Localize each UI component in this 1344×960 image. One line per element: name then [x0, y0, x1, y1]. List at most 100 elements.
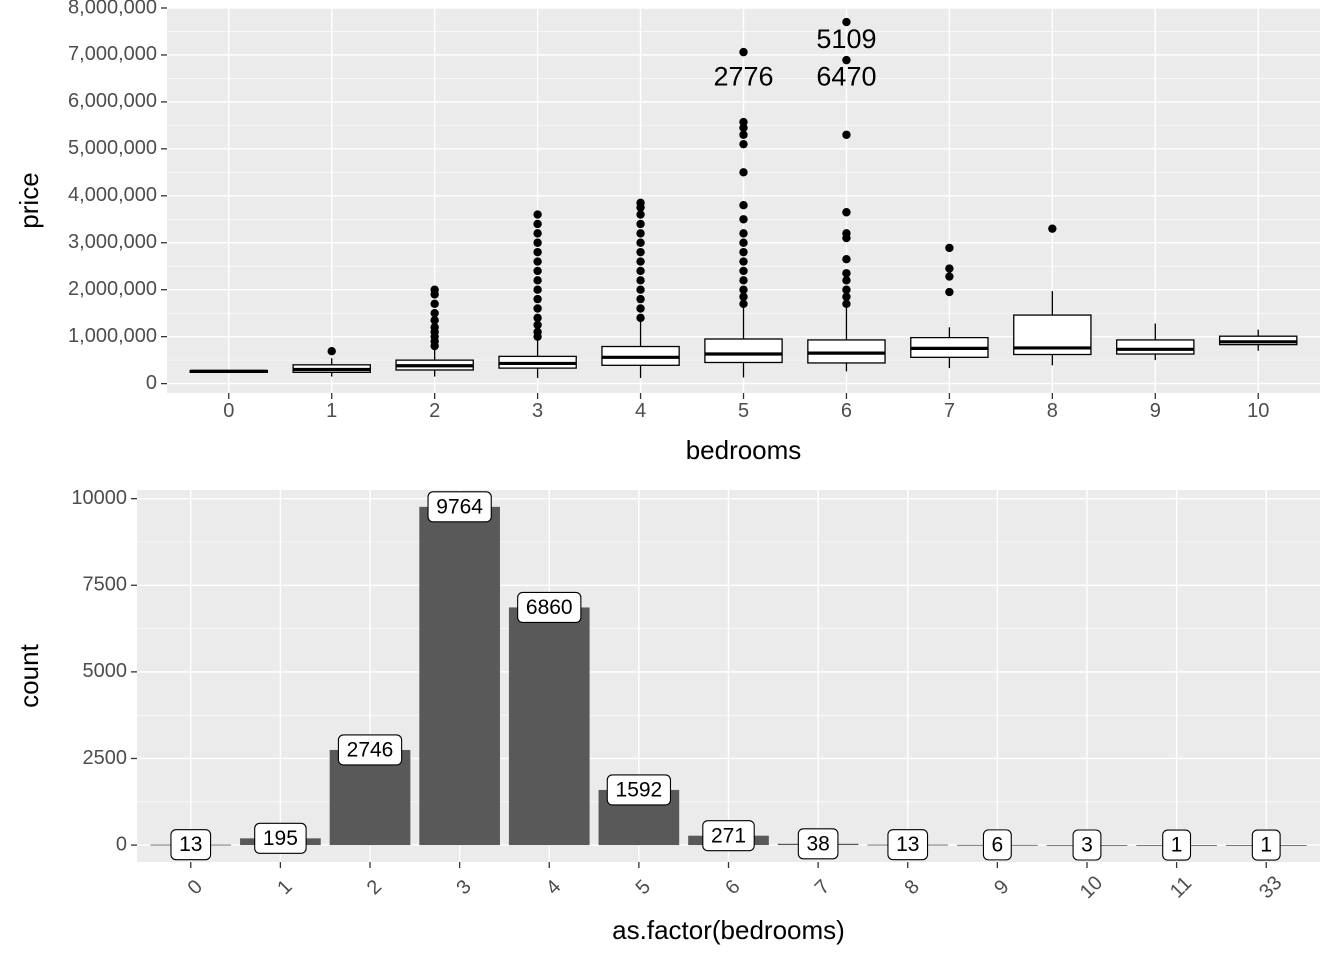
boxplot-outlier-point [945, 272, 954, 281]
boxplot-outlier-point [739, 238, 748, 247]
boxplot-outlier-point [842, 276, 851, 285]
boxplot-outlier-point [533, 266, 542, 276]
boxplot-outlier-point [945, 243, 954, 253]
bar-data-label-box [1251, 829, 1281, 861]
boxplot-outlier-annotation: 6470 [816, 62, 876, 92]
boxplot-outlier-point [533, 238, 542, 247]
boxplot-x-tick-label: 0 [223, 400, 234, 422]
boxplot-outlier-point [636, 266, 645, 276]
boxplot-axes: 0 1,000,000 2,000,000 3,000,000 4,000,000 5,0… [68, 0, 1269, 422]
boxplot-y-tick-label: 2,000,000 [68, 278, 157, 300]
boxplot-y-tick-label: 3,000,000 [68, 231, 157, 253]
boxplot-outlier-point [636, 285, 645, 294]
boxplot-outlier-point [842, 285, 851, 294]
boxplot-outlier-point [739, 292, 748, 301]
boxplot-outlier-point [842, 229, 851, 238]
bar-data-label-box [517, 591, 582, 623]
boxplot-outlier-point [739, 168, 748, 177]
boxplot-outlier-point [636, 276, 645, 285]
boxplot-x-tick-label: 2 [429, 400, 440, 422]
boxplot-y-tick-label: 7,000,000 [68, 43, 157, 65]
bar-chart-y-tick-label: 0 [116, 833, 127, 855]
boxplot-outlier-point [636, 229, 645, 238]
boxplot-outlier-point [533, 276, 542, 285]
boxplot-x-tick-label: 8 [1047, 400, 1058, 422]
bar-chart-x-tick-label: 5 [632, 876, 655, 899]
boxplot-outlier-point [636, 313, 645, 323]
boxplot-box [1116, 339, 1195, 355]
bar-data-label-box [702, 820, 755, 852]
bar [329, 749, 411, 846]
boxplot-outlier-point [636, 294, 645, 304]
boxplot-outlier-point [842, 292, 851, 301]
boxplot-y-tick-label: 5,000,000 [68, 137, 157, 159]
boxplot-outlier-point [533, 327, 542, 337]
bar-data-label-box [427, 491, 492, 523]
boxplot-outlier-annotation: 5109 [816, 24, 876, 54]
boxplot-outlier-point [533, 210, 542, 219]
boxplot-x-tick-label: 4 [635, 400, 646, 422]
bar-data-label: 1 [1171, 834, 1183, 857]
bar-chart-x-tick-label: 9 [990, 876, 1013, 899]
boxplot-box [807, 339, 886, 364]
bar [419, 506, 500, 846]
boxplot-outlier-point [739, 285, 748, 294]
boxplot-outlier-point [945, 287, 954, 297]
boxplot-outlier-point [739, 266, 748, 276]
bar-chart-x-tick-label: 6 [721, 876, 744, 899]
boxplot-outlier-point [533, 285, 542, 294]
bar-chart-y-axis-title: count [14, 643, 44, 707]
boxplot-y-tick-label: 1,000,000 [68, 325, 157, 347]
boxplot-x-tick-label: 6 [841, 400, 852, 422]
boxplot-outlier-point [327, 347, 336, 356]
bar-data-label-box [337, 734, 403, 766]
boxplot-x-tick-label: 7 [944, 400, 955, 422]
bar-data-label-box [1072, 829, 1102, 861]
boxplot-outlier-point [533, 313, 542, 323]
bar-chart-x-tick-label: 7 [811, 876, 834, 899]
bar-chart-x-tick-label: 2 [363, 876, 386, 899]
boxplot-outlier-point [842, 130, 851, 139]
bar-data-label-box [254, 822, 307, 854]
bar-data-label: 195 [263, 827, 298, 850]
boxplot-outlier-point [842, 17, 851, 27]
bar-chart-y-tick-label: 2500 [83, 747, 128, 769]
boxplot-x-tick-label: 10 [1247, 400, 1269, 422]
boxplot-outlier-point [739, 200, 748, 210]
bar-chart-marks: 13 195 2746 9764 6860 1592 271 38 13 6 3 1 1 [150, 491, 1307, 861]
boxplot-outlier-point [842, 208, 851, 217]
boxplot-outlier-point [842, 269, 851, 278]
bar-chart-y-tick-label: 7500 [83, 574, 128, 596]
boxplot-outlier-point [1048, 224, 1057, 233]
boxplot-outlier-point [739, 299, 748, 308]
bar-chart-x-tick-label: 1 [273, 876, 296, 899]
boxplot-outlier-point [739, 257, 748, 266]
boxplot-outlier-point [842, 55, 851, 65]
boxplot-outlier-point [533, 229, 542, 238]
bar-chart-x-tick-label: 4 [542, 876, 565, 899]
boxplot-outlier-point [430, 285, 439, 294]
bar [508, 607, 590, 846]
boxplot-box [704, 338, 783, 364]
bar-data-label: 13 [896, 833, 919, 856]
boxplot-outlier-point [739, 139, 748, 149]
bar-data-label: 13 [179, 833, 202, 856]
boxplot-x-tick-label: 1 [326, 400, 337, 422]
boxplot-outlier-point [739, 247, 748, 257]
boxplot-outlier-point [739, 47, 748, 57]
boxplot-x-tick-label: 3 [532, 400, 543, 422]
bar-data-label: 9764 [436, 495, 483, 518]
boxplot-outlier-point [739, 215, 748, 224]
bar-data-label-box [887, 829, 929, 861]
boxplot-marks: 2776 5109 6470 [189, 17, 1298, 378]
boxplot-outlier-point [533, 304, 542, 313]
boxplot-outlier-point [739, 229, 748, 238]
bar-chart-y-tick-label: 5000 [83, 660, 128, 682]
boxplot-y-tick-label: 8,000,000 [68, 0, 157, 18]
bar-chart-x-tick-label: 3 [452, 876, 475, 899]
bar-data-label-box [982, 829, 1012, 861]
bar-data-label: 271 [711, 824, 746, 847]
